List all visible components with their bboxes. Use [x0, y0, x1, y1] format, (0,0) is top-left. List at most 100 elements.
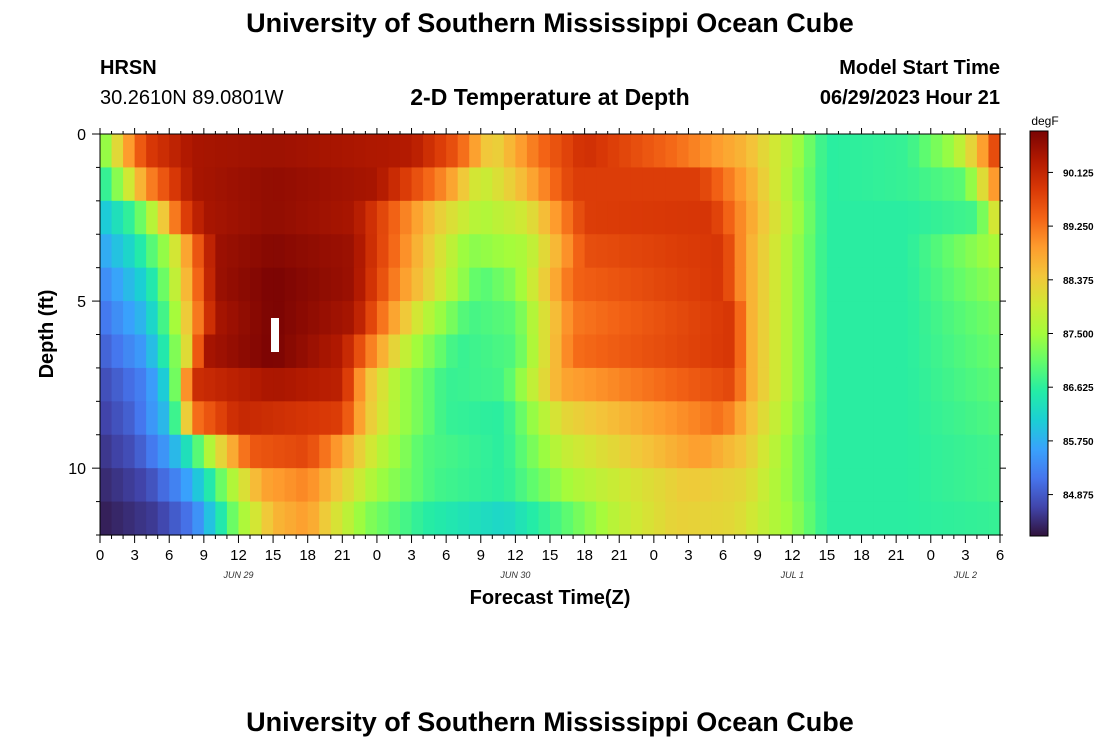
- heatmap-cell: [838, 267, 851, 302]
- heatmap-cell: [330, 501, 343, 536]
- heatmap-cell: [815, 234, 828, 269]
- heatmap-cell: [480, 234, 493, 269]
- heatmap-cell: [757, 401, 770, 436]
- heatmap-cell: [826, 401, 840, 436]
- heatmap-cell: [896, 134, 909, 169]
- heatmap-cell: [607, 200, 620, 235]
- heatmap-cell: [215, 200, 228, 235]
- heatmap-cell: [123, 367, 136, 402]
- heatmap-cell: [411, 434, 424, 469]
- heatmap-cell: [907, 134, 920, 169]
- heatmap-cell: [988, 134, 1001, 169]
- heatmap-cell: [342, 200, 355, 235]
- heatmap-cell: [757, 267, 770, 302]
- heatmap-cell: [134, 301, 147, 336]
- heatmap-cell: [792, 234, 805, 269]
- heatmap-cell: [157, 434, 170, 469]
- heatmap-cell: [757, 234, 770, 269]
- heatmap-cell: [111, 134, 124, 169]
- heatmap-cell: [192, 134, 205, 169]
- heatmap-cell: [238, 234, 251, 269]
- heatmap-cell: [976, 167, 990, 202]
- heatmap-cell: [526, 434, 540, 469]
- heatmap-cell: [746, 434, 759, 469]
- heatmap-cell: [826, 434, 840, 469]
- heatmap-cell: [596, 234, 609, 269]
- heatmap-cell: [596, 401, 609, 436]
- heatmap-cell: [284, 367, 297, 402]
- heatmap-cell: [734, 501, 747, 536]
- heatmap-cell: [434, 367, 447, 402]
- heatmap-cell: [573, 434, 586, 469]
- heatmap-cell: [550, 267, 563, 302]
- heatmap-cell: [215, 468, 228, 503]
- heatmap-cell: [146, 468, 159, 503]
- heatmap-cell: [630, 267, 643, 302]
- heatmap-cell: [953, 167, 966, 202]
- heatmap-cell: [896, 234, 909, 269]
- heatmap-cell: [873, 401, 886, 436]
- heatmap-cell: [642, 234, 655, 269]
- heatmap-cell: [457, 134, 470, 169]
- heatmap-cell: [226, 200, 240, 235]
- heatmap-cell: [676, 200, 690, 235]
- heatmap-cell: [630, 434, 643, 469]
- heatmap-cell: [573, 234, 586, 269]
- heatmap-cell: [976, 234, 990, 269]
- heatmap-cell: [676, 167, 690, 202]
- heatmap-cell: [930, 367, 943, 402]
- heatmap-cell: [446, 367, 459, 402]
- y-axis-label: Depth (ft): [36, 290, 58, 379]
- heatmap-cell: [469, 167, 482, 202]
- heatmap-cell: [976, 468, 990, 503]
- heatmap-cell: [388, 134, 401, 169]
- heatmap-cell: [134, 200, 147, 235]
- heatmap-cell: [273, 401, 286, 436]
- heatmap-cell: [976, 267, 990, 302]
- heatmap-cell: [503, 134, 516, 169]
- heatmap-cell: [803, 134, 816, 169]
- station-coordinates: 30.2610N 89.0801W: [100, 87, 284, 109]
- heatmap-cell: [157, 200, 170, 235]
- heatmap-cell: [630, 501, 643, 536]
- heatmap-cell: [515, 301, 528, 336]
- heatmap-cell: [319, 468, 332, 503]
- heatmap-cell: [296, 200, 309, 235]
- heatmap-cell: [146, 200, 159, 235]
- heatmap-cell: [688, 367, 701, 402]
- heatmap-cell: [457, 501, 470, 536]
- heatmap-cell: [988, 401, 1001, 436]
- heatmap-cell: [503, 401, 516, 436]
- heatmap-cell: [607, 468, 620, 503]
- heatmap-cell: [965, 434, 978, 469]
- heatmap-cell: [192, 434, 205, 469]
- heatmap-cell: [250, 200, 263, 235]
- footer-title: University of Southern Mississippi Ocean…: [246, 707, 854, 737]
- heatmap-cell: [400, 367, 413, 402]
- heatmap-cell: [803, 267, 816, 302]
- heatmap-cell: [319, 301, 332, 336]
- heatmap-cell: [757, 434, 770, 469]
- heatmap-cell: [734, 234, 747, 269]
- heatmap-cell: [226, 434, 240, 469]
- heatmap-cell: [953, 468, 966, 503]
- heatmap-cell: [861, 167, 874, 202]
- x-tick-label: 0: [373, 547, 381, 564]
- heatmap-cell: [423, 434, 436, 469]
- heatmap-cell: [838, 334, 851, 369]
- heatmap-cell: [861, 134, 874, 169]
- heatmap-cell: [492, 334, 505, 369]
- heatmap-cell: [630, 301, 643, 336]
- heatmap-cell: [515, 468, 528, 503]
- heatmap-cell: [411, 167, 424, 202]
- heatmap-cell: [561, 434, 574, 469]
- heatmap-cell: [469, 234, 482, 269]
- heatmap-cell: [596, 301, 609, 336]
- heatmap-cell: [676, 334, 690, 369]
- heatmap-cell: [457, 334, 470, 369]
- heatmap-cell: [157, 401, 170, 436]
- heatmap-cell: [573, 468, 586, 503]
- heatmap-cell: [261, 334, 274, 369]
- heatmap-cell: [203, 468, 216, 503]
- heatmap-cell: [226, 134, 240, 169]
